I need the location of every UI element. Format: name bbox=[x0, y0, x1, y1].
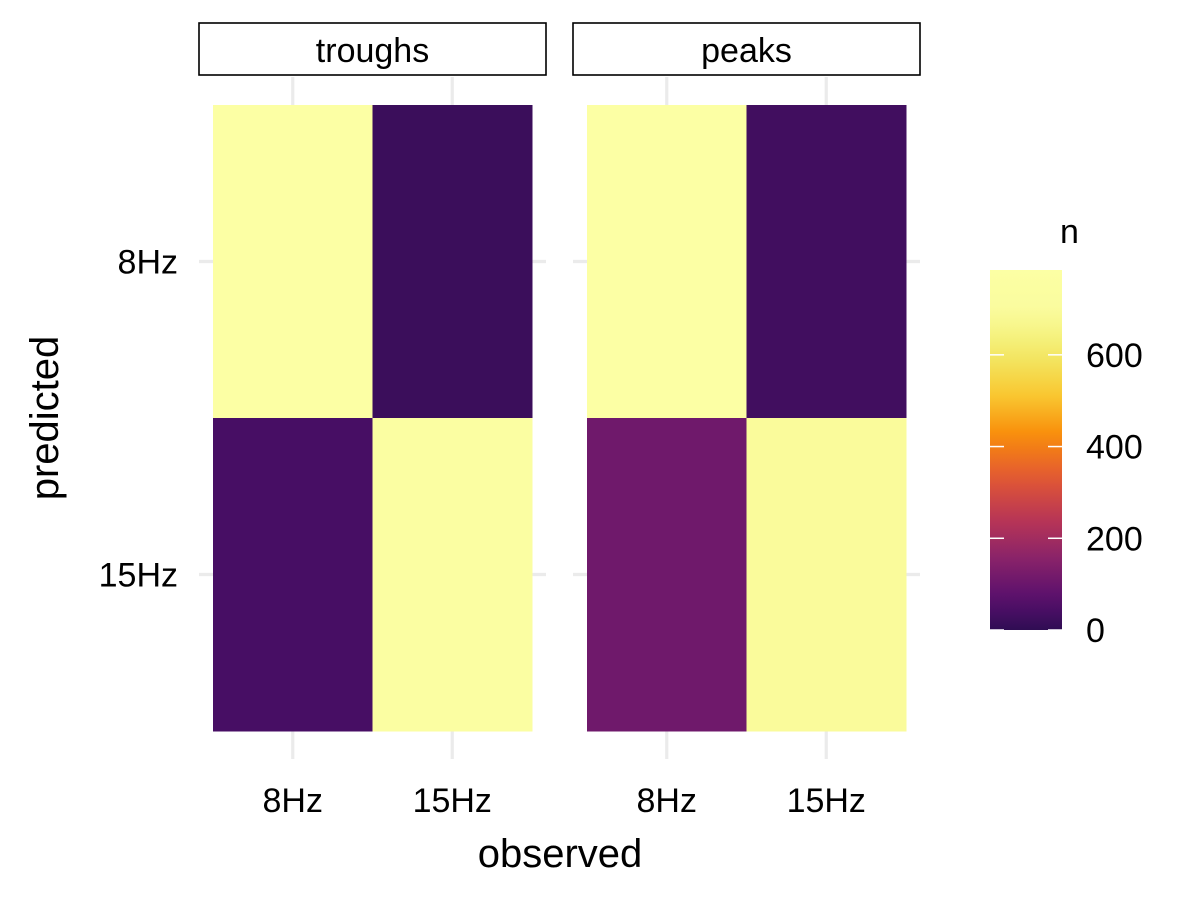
legend: n 0 200 400 600 bbox=[990, 213, 1143, 650]
legend-label: 200 bbox=[1086, 520, 1143, 558]
x-tick-label: 8Hz bbox=[263, 782, 323, 820]
legend-label: 0 bbox=[1086, 612, 1105, 650]
heatmap-cell bbox=[587, 418, 747, 732]
tick-labels: 8Hz 15Hz 8Hz 15Hz 8Hz 15Hz bbox=[99, 244, 866, 821]
heatmap-cell bbox=[587, 105, 747, 419]
x-tick-label: 15Hz bbox=[413, 782, 492, 820]
y-axis-title: predicted bbox=[23, 336, 67, 501]
legend-title: n bbox=[1060, 213, 1079, 251]
facet-strip-box bbox=[198, 22, 547, 76]
facet-title: peaks bbox=[701, 32, 792, 70]
heatmap-cell bbox=[746, 418, 907, 732]
heatmap-cell bbox=[746, 105, 907, 419]
facet-title: troughs bbox=[316, 32, 429, 70]
heatmap-cell bbox=[213, 105, 373, 419]
y-tick-label: 15Hz bbox=[99, 557, 178, 595]
x-tick-label: 15Hz bbox=[787, 782, 866, 820]
legend-colorbar bbox=[990, 270, 1062, 630]
heatmap-cells bbox=[213, 105, 907, 732]
legend-label: 600 bbox=[1086, 337, 1143, 375]
x-tick-label: 8Hz bbox=[637, 782, 697, 820]
x-axis-title: observed bbox=[478, 832, 643, 876]
heatmap-cell bbox=[372, 418, 533, 732]
heatmap-cell bbox=[372, 105, 533, 419]
heatmap-cell bbox=[213, 418, 373, 732]
facet-strip: troughs bbox=[198, 22, 547, 76]
y-tick-label: 8Hz bbox=[118, 244, 178, 282]
legend-label: 400 bbox=[1086, 429, 1143, 467]
facet-strip-box bbox=[572, 22, 921, 76]
facet-strips: troughs peaks bbox=[198, 22, 921, 76]
facet-strip: peaks bbox=[572, 22, 921, 76]
